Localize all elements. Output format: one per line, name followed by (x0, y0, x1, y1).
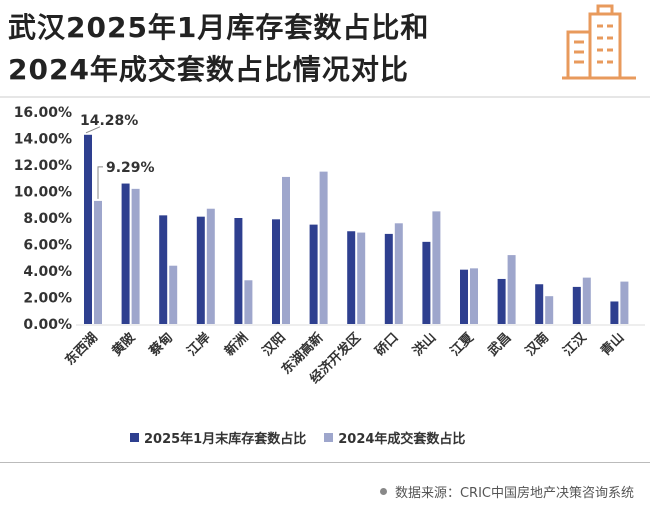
bar-deals (357, 232, 366, 324)
legend-label: 2025年1月末库存套数占比 (144, 432, 307, 447)
building-icon (562, 4, 636, 80)
y-tick-label: 14.00% (14, 132, 72, 148)
divider (0, 96, 650, 98)
x-tick-label: 武昌 (485, 330, 515, 360)
bar-inventory (384, 233, 393, 324)
x-tick-label: 蔡甸 (146, 330, 176, 360)
y-tick-label: 0.00% (23, 317, 72, 333)
y-tick-label: 4.00% (23, 264, 72, 280)
bar-deals (582, 277, 591, 324)
annotation-leader (85, 126, 101, 134)
bar-inventory (422, 241, 431, 324)
bar-inventory (610, 301, 619, 324)
annotation-14-28: 14.28% (80, 113, 138, 129)
x-tick-label: 新洲 (222, 330, 252, 360)
x-tick-label: 汉阳 (259, 330, 289, 360)
bar-inventory (272, 219, 280, 324)
bar-deals (507, 255, 516, 324)
bar-deals (545, 296, 554, 324)
bar-inventory (84, 134, 92, 324)
x-tick-label: 东西湖 (62, 330, 101, 369)
bar-deals (432, 211, 441, 324)
y-tick-label: 6.00% (23, 238, 72, 254)
x-tick-label: 黄陂 (109, 329, 139, 359)
bar-deals (169, 265, 178, 324)
y-tick-label: 16.00% (14, 105, 72, 121)
bar-inventory (159, 215, 168, 324)
annotation-leader (97, 166, 103, 199)
source-note: 数据来源：CRIC中国房地产决策咨询系统 (379, 482, 634, 501)
x-tick-label: 江岸 (184, 330, 214, 360)
legend: 2025年1月末库存套数占比 2024年成交套数占比 (130, 428, 465, 447)
divider (0, 462, 650, 463)
x-tick-label: 青山 (598, 330, 628, 360)
bar-deals (620, 281, 629, 324)
y-tick-label: 12.00% (14, 158, 72, 174)
bar-deals (94, 200, 102, 324)
bar-inventory (497, 278, 506, 324)
bar-inventory (309, 224, 318, 324)
bar-inventory (234, 218, 243, 324)
y-tick-label: 2.00% (23, 291, 72, 307)
bar-deals (206, 208, 215, 324)
bar-chart: 0.00% 2.00% 4.00% 6.00% 8.00% 10.00% 12.00% 14.… (14, 105, 645, 387)
title-line-1: 武汉2025年1月库存套数占比和 (8, 11, 430, 44)
y-tick-label: 8.00% (23, 211, 72, 227)
bar-deals (282, 176, 290, 324)
y-tick-label: 10.00% (14, 185, 72, 201)
bar-inventory (121, 183, 130, 324)
annotation-9-29: 9.29% (106, 160, 155, 176)
bar-deals (131, 188, 140, 324)
x-tick-label: 硚口 (373, 330, 402, 359)
bar-inventory (535, 284, 544, 324)
legend-item-deals: 2024年成交套数占比 (324, 428, 465, 447)
bar-deals (244, 280, 253, 324)
bar-deals (319, 171, 328, 324)
x-tick-label: 江汉 (560, 329, 590, 359)
bar-inventory (572, 286, 581, 324)
source-text: 数据来源：CRIC中国房地产决策咨询系统 (394, 486, 634, 501)
bar-deals (470, 268, 478, 324)
bar-inventory (347, 231, 356, 324)
x-tick-label: 江夏 (447, 329, 477, 359)
bullet-icon (379, 488, 387, 495)
bar-inventory (196, 216, 205, 324)
x-tick-label: 汉南 (522, 330, 552, 360)
title-line-2: 2024年成交套数占比情况对比 (8, 53, 409, 86)
bar-inventory (460, 269, 468, 324)
bar-deals (394, 223, 403, 324)
legend-label: 2024年成交套数占比 (338, 432, 466, 447)
legend-item-inventory: 2025年1月末库存套数占比 (130, 428, 306, 447)
x-tick-label: 洪山 (410, 330, 440, 360)
